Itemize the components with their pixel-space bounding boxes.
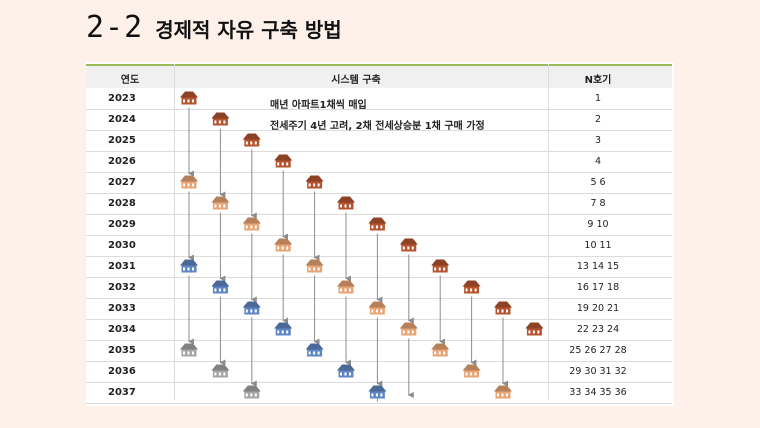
row-unit-count: 16 17 18 <box>576 282 620 293</box>
title-number: 2-2 <box>86 10 144 45</box>
header-n: N호기 <box>584 75 612 86</box>
row-year: 2037 <box>108 387 136 398</box>
table-row: 2028 7 8 <box>86 193 672 215</box>
row-year: 2032 <box>108 282 136 293</box>
table-row: 2026 4 <box>86 151 672 173</box>
row-unit-count: 25 26 27 28 <box>569 345 627 356</box>
row-year: 2035 <box>108 345 136 356</box>
row-year: 2030 <box>108 240 136 251</box>
table-row: 2035 25 26 27 28 <box>86 340 672 362</box>
row-unit-count: 13 14 15 <box>576 261 620 272</box>
row-unit-count: 2 <box>594 114 602 125</box>
column-divider <box>548 64 549 400</box>
table-row: 2024 2 <box>86 109 672 131</box>
row-year: 2036 <box>108 366 136 377</box>
row-unit-count: 7 8 <box>590 198 606 209</box>
table-row: 2029 9 10 <box>86 214 672 236</box>
row-unit-count: 4 <box>594 156 602 167</box>
table-header: 연도 시스템 구축 N호기 <box>86 64 672 88</box>
row-unit-count: 33 34 35 36 <box>569 387 627 398</box>
row-unit-count: 29 30 31 32 <box>569 366 627 377</box>
table-row: 2025 3 <box>86 130 672 152</box>
row-year: 2029 <box>108 219 136 230</box>
row-unit-count: 5 6 <box>590 177 606 188</box>
table-row: 2031 13 14 15 <box>86 256 672 278</box>
row-unit-count: 9 10 <box>587 219 609 230</box>
row-year: 2026 <box>108 156 136 167</box>
row-year: 2031 <box>108 261 136 272</box>
row-unit-count: 1 <box>594 93 602 104</box>
table-row: 2023 1 <box>86 88 672 110</box>
note-annual-purchase: 매년 아파트1채씩 매입 <box>270 100 367 111</box>
header-system: 시스템 구축 <box>331 75 381 86</box>
table-row: 2034 22 23 24 <box>86 319 672 341</box>
table-row: 2030 10 11 <box>86 235 672 257</box>
row-year: 2024 <box>108 114 136 125</box>
row-year: 2028 <box>108 198 136 209</box>
table-row: 2027 5 6 <box>86 172 672 194</box>
row-year: 2027 <box>108 177 136 188</box>
row-year: 2023 <box>108 93 136 104</box>
row-year: 2025 <box>108 135 136 146</box>
column-divider <box>174 64 175 400</box>
row-unit-count: 19 20 21 <box>576 303 620 314</box>
row-year: 2033 <box>108 303 136 314</box>
row-year: 2034 <box>108 324 136 335</box>
title-text: 경제적 자유 구축 방법 <box>155 18 342 42</box>
page-title: 2-2 경제적 자유 구축 방법 <box>86 10 342 50</box>
row-unit-count: 3 <box>594 135 602 146</box>
row-unit-count: 22 23 24 <box>576 324 620 335</box>
table-row: 2032 16 17 18 <box>86 277 672 299</box>
header-year: 연도 <box>120 75 140 86</box>
table-row: 2037 33 34 35 36 <box>86 382 672 404</box>
note-jeonse-cycle: 전세주기 4년 고려, 2채 전세상승분 1채 구매 가정 <box>270 121 485 132</box>
table-row: 2036 29 30 31 32 <box>86 361 672 383</box>
row-unit-count: 10 11 <box>584 240 612 251</box>
table-row: 2033 19 20 21 <box>86 298 672 320</box>
